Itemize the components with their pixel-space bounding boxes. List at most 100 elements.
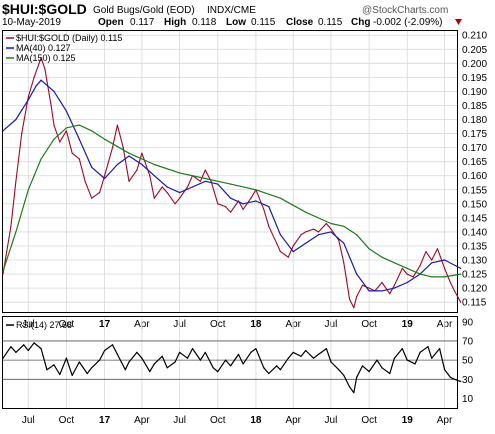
data-point-rsi [460,380,462,383]
data-point-ma150 [53,138,55,140]
data-point-ma150 [153,163,155,166]
data-point-rsi [255,348,257,350]
y-tick-label: 70 [462,336,474,347]
y-tick-label: 0.120 [462,284,487,295]
data-point-price [122,147,124,149]
data-point-price [186,186,189,188]
data-point-rsi [406,359,408,361]
open-label: Open [98,17,124,28]
data-point-rsi [136,351,138,353]
rsi-gridlines [3,317,457,408]
data-point-ma150 [368,248,370,250]
price-panel-frame [2,30,458,313]
data-point-rsi [401,348,403,350]
symbol-description: Gold Bugs/Gold (EOD) [93,5,195,16]
data-point-price [406,273,408,275]
data-point-rsi [305,349,307,352]
close-label: Close [286,17,314,28]
data-point-ma40 [292,251,294,253]
data-point-ma40 [53,90,55,92]
data-point-ma150 [91,130,93,132]
data-point-ma40 [230,197,232,199]
y-tick-label: 0.175 [462,129,487,140]
x-tick-label: Oct [59,415,75,426]
data-point-rsi [389,372,391,375]
y-tick-label: 0.160 [462,171,487,182]
data-point-price [59,141,61,143]
series-line-price [2,57,462,309]
legend-ma150-label: MA(150) 0.125 [16,53,76,63]
date-label: 10-May-2019 [2,17,61,28]
watermark: @StockCharts.com [362,5,448,16]
data-point-price [389,293,391,295]
low-label: Low [226,17,246,28]
data-point-price [149,175,151,177]
data-point-price [141,152,143,154]
data-point-price [361,284,364,286]
data-point-price [460,301,462,303]
data-point-rsi [59,373,61,376]
rsi-title: RSI(14) 27.68 [16,320,72,330]
data-point-price [210,180,212,182]
data-point-rsi [27,349,29,352]
data-point-rsi [325,348,327,350]
data-point-price [431,259,433,261]
data-point-rsi [376,359,378,361]
data-point-rsi [292,351,294,353]
data-point-rsi [186,357,189,359]
data-point-rsi [91,367,93,369]
data-point-price [84,180,86,182]
data-point-rsi [431,357,433,359]
data-point-rsi [356,376,358,378]
data-point-ma40 [27,99,29,101]
data-point-ma40 [381,290,383,292]
data-point-price [381,281,383,284]
data-point-ma40 [368,290,370,292]
x-tick-label: Oct [210,415,226,426]
data-point-ma150 [419,273,421,275]
chg-label: Chg [351,17,370,28]
data-point-price [40,57,42,59]
data-point-ma150 [27,189,29,191]
data-point-ma150 [255,189,257,191]
data-point-rsi [191,348,194,350]
y-tick-label: 0.200 [462,59,487,70]
data-point-rsi [217,371,219,373]
rsi-series-group [2,342,462,394]
data-point-price [136,169,138,171]
data-point-ma150 [279,197,281,199]
y-tick-label: 10 [462,394,474,405]
data-point-ma40 [78,138,80,140]
data-point-ma150 [40,158,42,160]
data-point-rsi [225,359,227,361]
data-point-ma40 [128,155,130,157]
data-point-price [436,248,439,250]
data-point-rsi [33,342,35,344]
price-y-axis: 0.210 0.205 0.200 0.195 0.190 0.185 0.180 0.175… [462,31,487,309]
data-point-price [449,281,451,284]
data-point-price [153,197,155,199]
data-point-ma150 [356,234,358,236]
y-tick-label: 0.150 [462,199,487,210]
data-point-rsi [343,374,345,376]
data-point-ma150 [330,222,332,225]
data-point-rsi [414,363,416,365]
data-point-ma40 [330,231,332,233]
data-point-price [263,208,265,210]
x-tick-label: Jul [325,415,338,426]
data-point-rsi [212,367,214,369]
data-point-rsi [71,374,73,376]
data-point-rsi [263,367,265,369]
data-point-rsi [46,369,48,371]
data-point-price [343,262,345,264]
data-point-price [300,234,302,236]
high-label: High [164,17,186,28]
data-point-price [305,231,307,233]
data-point-ma150 [179,172,181,174]
chg-value: -0.002 (-2.09%) [373,17,442,28]
data-point-price [276,242,278,244]
y-tick-label: 0.180 [462,115,487,126]
data-point-price [401,267,403,269]
data-point-ma40 [431,262,433,264]
